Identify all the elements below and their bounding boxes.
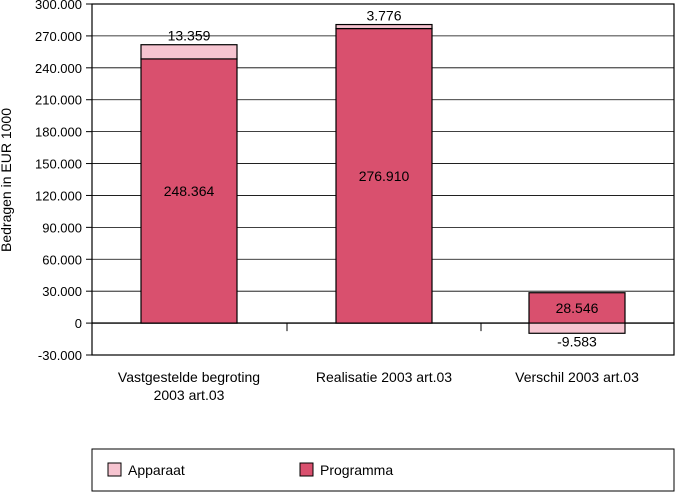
bar-apparaat bbox=[140, 44, 238, 60]
y-tick-label: 150.000 bbox=[35, 157, 82, 172]
x-category-label: Realisatie 2003 art.03 bbox=[316, 369, 452, 385]
y-axis-label: Bedragen in EUR 1000 bbox=[0, 108, 14, 252]
bar-programma bbox=[528, 292, 626, 324]
legend: Apparaat Programma bbox=[91, 448, 675, 492]
legend-swatch-apparaat bbox=[107, 462, 122, 477]
data-label-apparaat: -9.583 bbox=[557, 333, 597, 349]
data-label-apparaat: 3.776 bbox=[366, 8, 401, 24]
data-labels: 248.364 13.359 276.910 3.776 28.546 -9.583 bbox=[164, 8, 599, 350]
bar-apparaat bbox=[335, 23, 433, 30]
x-category-label: Vastgestelde begroting 2003 art.03 bbox=[118, 369, 260, 403]
plot-frame bbox=[91, 3, 675, 356]
y-tick-label: 300.000 bbox=[35, 0, 82, 12]
y-tick-label: 270.000 bbox=[35, 29, 82, 44]
y-tick-label: 240.000 bbox=[35, 61, 82, 76]
legend-swatch-programma bbox=[299, 462, 314, 477]
axes bbox=[86, 3, 675, 356]
bar-programma bbox=[335, 27, 433, 324]
y-tick-labels: 300.000 270.000 240.000 210.000 180.000 150.0… bbox=[35, 0, 82, 363]
y-tick-label: 0 bbox=[75, 316, 82, 331]
y-tick-label: 210.000 bbox=[35, 93, 82, 108]
data-label-programma: 276.910 bbox=[359, 168, 410, 184]
y-tick-label: 30.000 bbox=[42, 284, 82, 299]
bars bbox=[140, 23, 626, 334]
x-category-label: Verschil 2003 art.03 bbox=[515, 369, 639, 385]
y-tick-label: 90.000 bbox=[42, 220, 82, 235]
x-category-labels: Vastgestelde begroting 2003 art.03 Realisa… bbox=[118, 369, 639, 403]
data-label-programma: 248.364 bbox=[164, 183, 215, 199]
y-tick-label: 120.000 bbox=[35, 188, 82, 203]
legend-box bbox=[91, 448, 675, 492]
y-tick-label: 60.000 bbox=[42, 252, 82, 267]
legend-label-apparaat: Apparaat bbox=[128, 462, 185, 478]
y-tick-label: 180.000 bbox=[35, 125, 82, 140]
legend-label-programma: Programma bbox=[320, 462, 393, 478]
bar-programma bbox=[140, 58, 238, 324]
y-tick-label: -30.000 bbox=[38, 348, 82, 363]
bar-apparaat bbox=[528, 322, 626, 334]
data-label-programma: 28.546 bbox=[556, 300, 599, 316]
data-label-apparaat: 13.359 bbox=[168, 28, 211, 44]
